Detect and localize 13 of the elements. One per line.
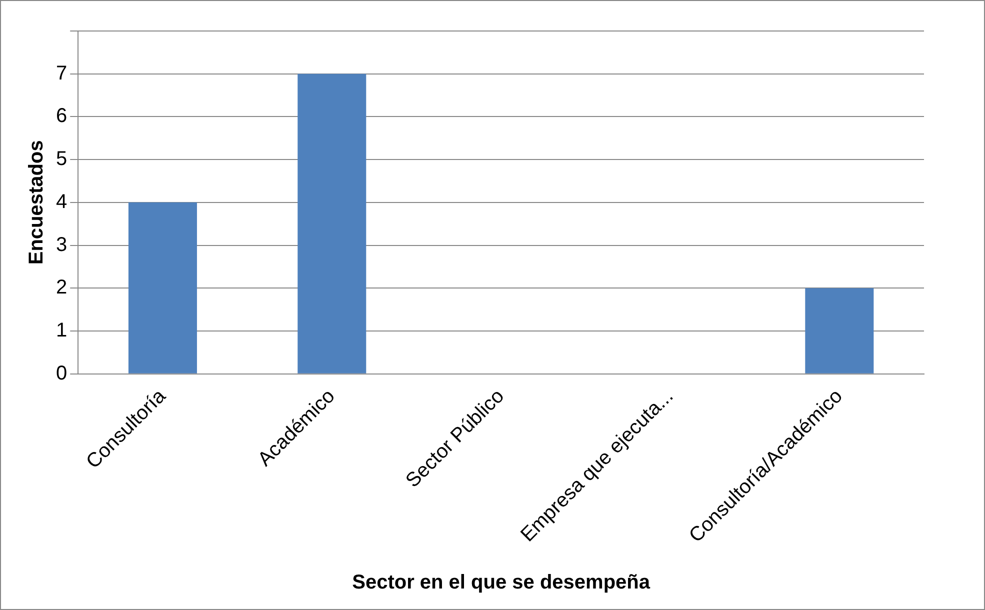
- y-tick-label: 4: [56, 190, 68, 213]
- y-axis-title: Encuestados: [26, 140, 48, 265]
- bar: [805, 288, 874, 374]
- y-tick-label: 0: [56, 362, 68, 384]
- bar: [128, 202, 197, 374]
- x-axis-title: Sector en el que se desempeña: [352, 572, 651, 594]
- y-tick-label: 6: [56, 105, 68, 128]
- y-tick-label: 2: [56, 276, 68, 299]
- y-tick-label: 5: [56, 148, 68, 170]
- y-tick-label: 7: [56, 62, 68, 84]
- y-tick-label: 1: [56, 319, 68, 342]
- bar: [298, 74, 366, 374]
- y-tick-label: 3: [56, 234, 68, 256]
